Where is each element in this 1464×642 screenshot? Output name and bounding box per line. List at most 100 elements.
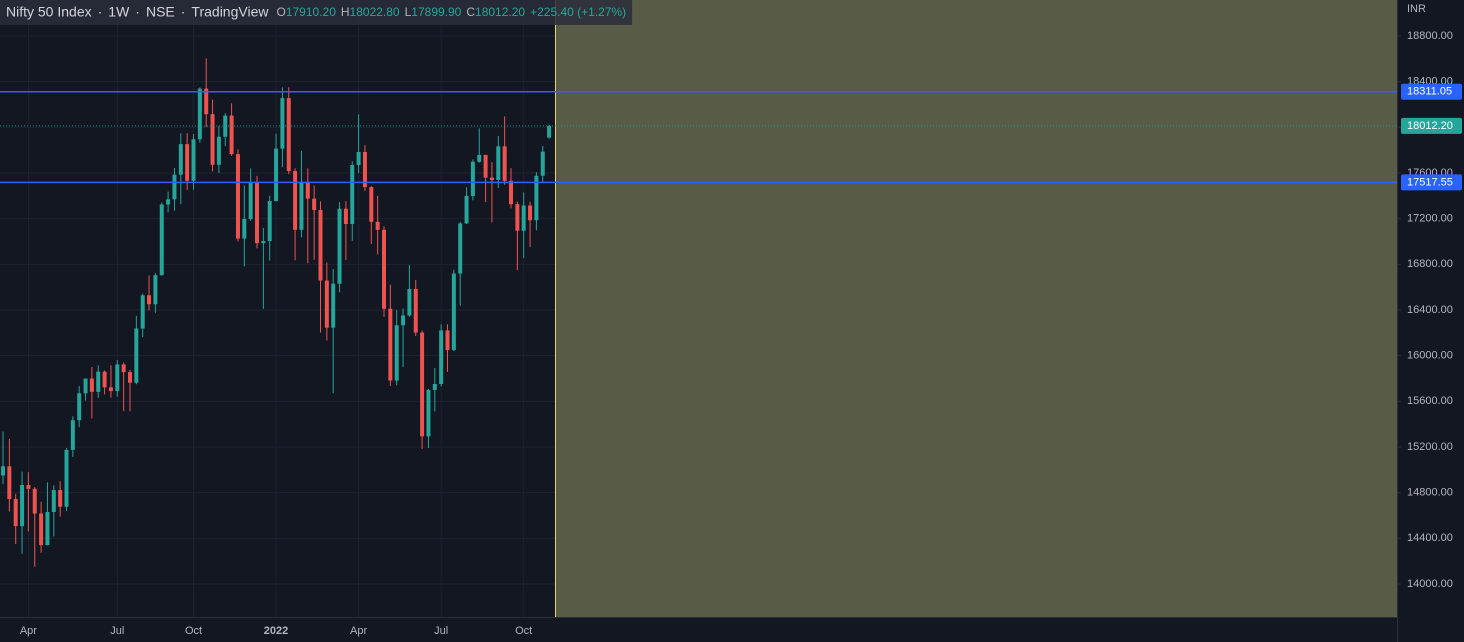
candle-body <box>356 151 361 165</box>
header-change: +225.40 (+1.27%) <box>530 5 626 19</box>
candle-body <box>108 387 113 392</box>
candle-body <box>464 196 469 224</box>
candle-body <box>274 148 279 202</box>
shaded-region <box>555 0 1397 617</box>
candle-body <box>191 139 196 181</box>
candle-body <box>401 315 406 326</box>
candle-body <box>153 275 158 305</box>
price-label: 18311.05 <box>1407 86 1452 98</box>
candle-body <box>540 151 545 176</box>
candle-body <box>515 204 520 231</box>
header-separator: · <box>98 4 103 20</box>
y-tick-label: 18800.00 <box>1407 30 1453 42</box>
candle-body <box>134 328 139 383</box>
candle-body <box>102 371 107 388</box>
candle-body <box>248 183 253 219</box>
header-key: H <box>341 5 350 19</box>
candle-body <box>280 98 285 149</box>
candle-body <box>20 485 25 527</box>
candle-body <box>83 378 88 394</box>
y-tick-label: 14800.00 <box>1407 487 1453 499</box>
candle-body <box>39 513 44 546</box>
candle-body <box>293 171 298 230</box>
candle-body <box>216 136 221 165</box>
candle-body <box>96 371 101 392</box>
candle-body <box>439 330 444 384</box>
y-tick-label: 16000.00 <box>1407 350 1453 362</box>
header-key: L <box>405 5 412 19</box>
candle-body <box>426 390 431 437</box>
candle-body <box>324 280 329 328</box>
y-tick-label: 14000.00 <box>1407 578 1453 590</box>
currency-label: INR <box>1407 3 1426 15</box>
candle-body <box>159 204 164 276</box>
candle-body <box>185 144 190 181</box>
candle-body <box>369 187 374 222</box>
candle-body <box>140 295 145 329</box>
x-tick-label: 2022 <box>264 625 288 637</box>
candle-body <box>77 393 82 421</box>
candle-body <box>115 364 120 392</box>
candle-body <box>286 98 291 172</box>
candle-body <box>483 154 488 178</box>
candle-body <box>432 383 437 391</box>
candle-body <box>477 154 482 162</box>
candle-body <box>70 420 75 450</box>
candle-body <box>470 161 475 197</box>
candle-body <box>235 154 240 239</box>
header-exchange: NSE <box>146 4 175 20</box>
header-value: 18022.80 <box>350 5 400 19</box>
candle-body <box>261 241 266 244</box>
candle-body <box>413 288 418 333</box>
candle-body <box>331 283 336 328</box>
candle-body <box>210 114 215 165</box>
candle-body <box>420 332 425 437</box>
candle-body <box>458 223 463 274</box>
candle-body <box>312 198 317 210</box>
candle-body <box>13 499 18 527</box>
header-separator: · <box>181 4 186 20</box>
candle-body <box>502 146 507 181</box>
y-tick-label: 14400.00 <box>1407 532 1453 544</box>
y-tick-label: 16400.00 <box>1407 304 1453 316</box>
candle-body <box>534 175 539 221</box>
last-price-box <box>1401 117 1462 134</box>
candle-body <box>121 364 126 373</box>
candle-body <box>242 218 247 239</box>
candle-body <box>362 151 367 188</box>
header-value: 18012.20 <box>475 5 525 19</box>
candle-body <box>451 273 456 351</box>
candle-body <box>172 174 177 200</box>
candle-body <box>255 183 259 244</box>
candle-body <box>58 490 63 507</box>
price-label-box <box>1401 83 1462 100</box>
x-tick-label: Apr <box>20 625 37 637</box>
candle-body <box>178 144 183 175</box>
candle-body <box>89 378 94 392</box>
candle-body <box>445 330 450 351</box>
header-background <box>0 0 633 25</box>
candle-body <box>51 490 56 512</box>
header: Nifty 50 Index · 1W · NSE · TradingView O 17910.… <box>6 4 626 20</box>
x-tick-label: Oct <box>185 625 202 637</box>
candle-body <box>32 488 37 514</box>
candle-body <box>299 182 304 230</box>
header-source: TradingView <box>191 4 269 20</box>
candle-body <box>382 229 386 309</box>
header-value: 17899.90 <box>411 5 461 19</box>
candle-body <box>394 325 399 381</box>
plot <box>1 58 552 567</box>
candle-body <box>45 511 50 546</box>
x-tick-label: Oct <box>515 625 532 637</box>
candle-body <box>7 466 12 500</box>
candle-body <box>229 115 234 155</box>
candle-body <box>305 182 310 199</box>
candle-body <box>318 209 323 281</box>
candle-body <box>375 221 380 230</box>
header-value: 17910.20 <box>286 5 336 19</box>
x-tick-label: Jul <box>110 625 124 637</box>
candle-body <box>509 180 513 205</box>
candle-body <box>267 201 272 242</box>
candle-body <box>547 125 552 138</box>
